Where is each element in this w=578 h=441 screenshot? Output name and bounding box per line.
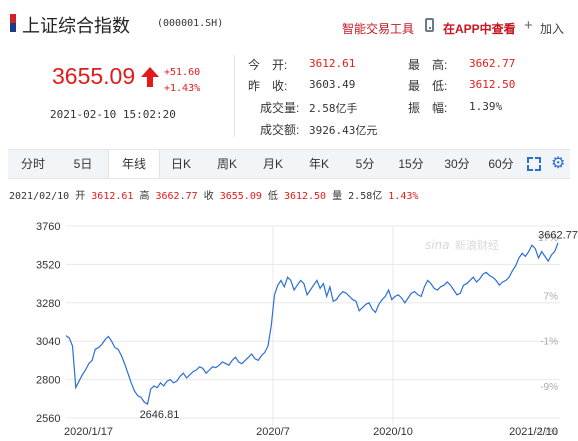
change-percent: +1.43% bbox=[164, 83, 201, 94]
phone-icon[interactable] bbox=[425, 18, 434, 32]
tab-yearly-k[interactable]: 年K bbox=[308, 157, 329, 171]
volume-label: 成交量: bbox=[260, 101, 300, 115]
y-pct-label: -1% bbox=[540, 336, 558, 347]
tab-5min[interactable]: 5分 bbox=[355, 157, 375, 171]
ohlc-info-bar: 2021/02/10 开 3612.61 高 3662.77 收 3655.09… bbox=[9, 187, 418, 202]
x-tick-label: 2020/7 bbox=[256, 426, 290, 438]
volume-value: 2.58亿手 bbox=[309, 102, 358, 115]
y-tick-label: 3520 bbox=[36, 259, 60, 271]
index-title: 上证综合指数 bbox=[22, 16, 130, 36]
price-line bbox=[65, 242, 559, 406]
watermark-logo: sina bbox=[425, 238, 450, 252]
open-label: 今 开: bbox=[248, 58, 288, 72]
y-tick-label: 2560 bbox=[36, 413, 60, 425]
info-open: 3612.61 bbox=[91, 191, 134, 202]
info-close: 3655.09 bbox=[219, 191, 262, 202]
price-chart[interactable]: 37603520328030402800256017%7%-1%-9%-17%2… bbox=[0, 212, 578, 441]
low-label: 最 低: bbox=[408, 79, 448, 93]
tab-15min[interactable]: 15分 bbox=[398, 157, 424, 171]
y-pct-label: -9% bbox=[540, 382, 558, 393]
y-pct-label: 17% bbox=[538, 233, 558, 244]
info-pct: 1.43% bbox=[388, 191, 419, 202]
header-bar: 上证综合指数 (000001.SH) 智能交易工具 在APP中查看 + 加入 bbox=[0, 0, 578, 44]
info-low: 3612.50 bbox=[283, 191, 327, 202]
current-price: 3655.09 bbox=[52, 63, 136, 89]
tab-5day[interactable]: 5日 bbox=[73, 157, 93, 171]
tab-daily-k[interactable]: 日K bbox=[170, 157, 191, 171]
max-value-label: 3662.77 bbox=[538, 230, 578, 242]
high-value: 3662.77 bbox=[469, 57, 516, 70]
settings-icon[interactable]: ⚙ bbox=[551, 155, 566, 172]
divider bbox=[234, 55, 235, 137]
watermark-text: 新浪财经 bbox=[455, 238, 499, 252]
prev-close-label: 昨 收: bbox=[248, 79, 288, 93]
info-close-label: 收 bbox=[203, 191, 214, 202]
tab-weekly-k[interactable]: 周K bbox=[216, 157, 237, 171]
info-vol: 2.58亿 bbox=[348, 191, 383, 202]
y-tick-label: 3280 bbox=[36, 298, 60, 310]
y-tick-label: 3040 bbox=[36, 336, 60, 348]
y-tick-label: 2800 bbox=[36, 375, 60, 387]
amount-value: 3926.43亿元 bbox=[309, 124, 378, 137]
x-tick-label: 2020/1/17 bbox=[64, 426, 113, 438]
period-tabs: 分时 5日 年线 日K 周K 月K 年K 5分 15分 30分 60分 ⚙ bbox=[8, 149, 570, 179]
tab-monthly-k[interactable]: 月K bbox=[262, 157, 283, 171]
tab-year-line[interactable]: 年线 bbox=[108, 150, 160, 178]
plus-icon[interactable]: + bbox=[524, 17, 533, 34]
amplitude-value: 1.39% bbox=[469, 100, 503, 113]
y-tick-label: 3760 bbox=[36, 221, 60, 233]
y-pct-label: -17% bbox=[535, 427, 558, 438]
tab-60min[interactable]: 60分 bbox=[488, 157, 514, 171]
index-code: (000001.SH) bbox=[157, 18, 224, 29]
high-label: 最 高: bbox=[408, 58, 448, 72]
fullscreen-icon[interactable] bbox=[527, 157, 541, 171]
up-arrow-icon bbox=[141, 67, 159, 87]
price-change: +51.60 +1.43% bbox=[164, 65, 200, 97]
smart-trading-tools-link[interactable]: 智能交易工具 bbox=[342, 22, 415, 36]
tab-minute[interactable]: 分时 bbox=[20, 157, 45, 171]
y-pct-label: 7% bbox=[544, 292, 559, 303]
amplitude-label: 振 幅: bbox=[408, 101, 448, 115]
add-watchlist-button[interactable]: 加入 bbox=[540, 22, 565, 36]
x-tick-label: 2020/10 bbox=[373, 426, 413, 438]
info-vol-label: 量 bbox=[332, 191, 343, 202]
info-high: 3662.77 bbox=[155, 191, 198, 202]
min-value-label: 2646.81 bbox=[140, 409, 180, 421]
amount-label: 成交额: bbox=[260, 123, 300, 137]
info-high-label: 高 bbox=[139, 191, 150, 202]
x-tick-label: 2021/2/10 bbox=[509, 426, 558, 438]
info-date: 2021/02/10 bbox=[9, 191, 70, 202]
open-in-app-link[interactable]: 在APP中查看 bbox=[443, 22, 516, 36]
change-value: +51.60 bbox=[164, 67, 201, 78]
open-value: 3612.61 bbox=[309, 57, 356, 70]
quote-datetime: 2021-02-10 15:02:20 bbox=[50, 108, 176, 121]
prev-close-value: 3603.49 bbox=[309, 78, 356, 91]
brand-flag-icon bbox=[10, 14, 16, 32]
info-low-label: 低 bbox=[267, 191, 278, 202]
low-value: 3612.50 bbox=[469, 78, 516, 91]
tab-30min[interactable]: 30分 bbox=[444, 157, 470, 171]
info-open-label: 开 bbox=[75, 191, 86, 202]
